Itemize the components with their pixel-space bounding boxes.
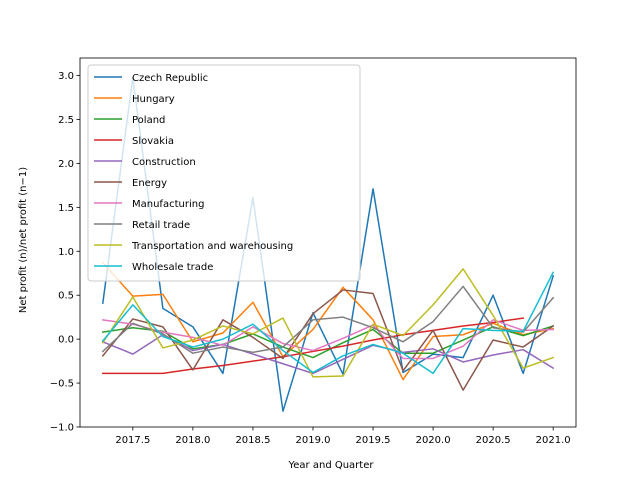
y-tick-label: 1.0 — [58, 247, 74, 258]
y-tick-label: −1.0 — [50, 423, 74, 434]
legend-label: Wholesale trade — [132, 262, 213, 273]
legend-label: Slovakia — [132, 136, 174, 147]
plot-frame — [79, 57, 577, 428]
series-line-manufacturing — [101, 318, 554, 360]
x-tick-label: 2017.5 — [115, 435, 150, 446]
x-tick-label: 2018.0 — [175, 435, 210, 446]
series-line-slovakia — [102, 317, 525, 375]
x-tick-label: 2020.5 — [476, 435, 511, 446]
x-tick-label: 2019.0 — [295, 435, 330, 446]
y-tick-label: 3.0 — [58, 71, 74, 82]
legend-label: Retail trade — [132, 220, 190, 231]
y-tick-label: −0.5 — [50, 379, 74, 390]
legend-label: Hungary — [132, 94, 175, 105]
x-tick-label: 2019.5 — [356, 435, 391, 446]
legend-label: Czech Republic — [132, 73, 208, 84]
y-tick-label: 2.5 — [58, 115, 74, 126]
y-tick-label: 2.0 — [58, 159, 74, 170]
y-tick-label: 0.0 — [58, 335, 74, 346]
legend-label: Transportation and warehousing — [131, 241, 293, 252]
legend-label: Energy — [132, 178, 167, 189]
x-tick-label: 2020.0 — [416, 435, 451, 446]
series-line-wholesale-trade — [101, 271, 555, 375]
x-axis-label: Year and Quarter — [288, 460, 375, 471]
series-line-energy — [101, 289, 555, 391]
legend: Czech Republic Hungary Poland Slovakia Const… — [87, 64, 361, 282]
y-axis-label: Net profit (n)/net profit (n−1) — [18, 167, 29, 313]
legend-label: Manufacturing — [132, 199, 204, 210]
y-tick-label: 0.5 — [58, 291, 74, 302]
legend-label: Construction — [132, 157, 196, 168]
y-tick-label: 1.5 — [58, 203, 74, 214]
series-line-transportation-and-warehousing — [101, 268, 555, 378]
legend-label: Poland — [132, 115, 165, 126]
legend-box — [87, 64, 361, 282]
x-tick-label: 2018.5 — [235, 435, 270, 446]
x-tick-label: 2021.0 — [536, 435, 571, 446]
